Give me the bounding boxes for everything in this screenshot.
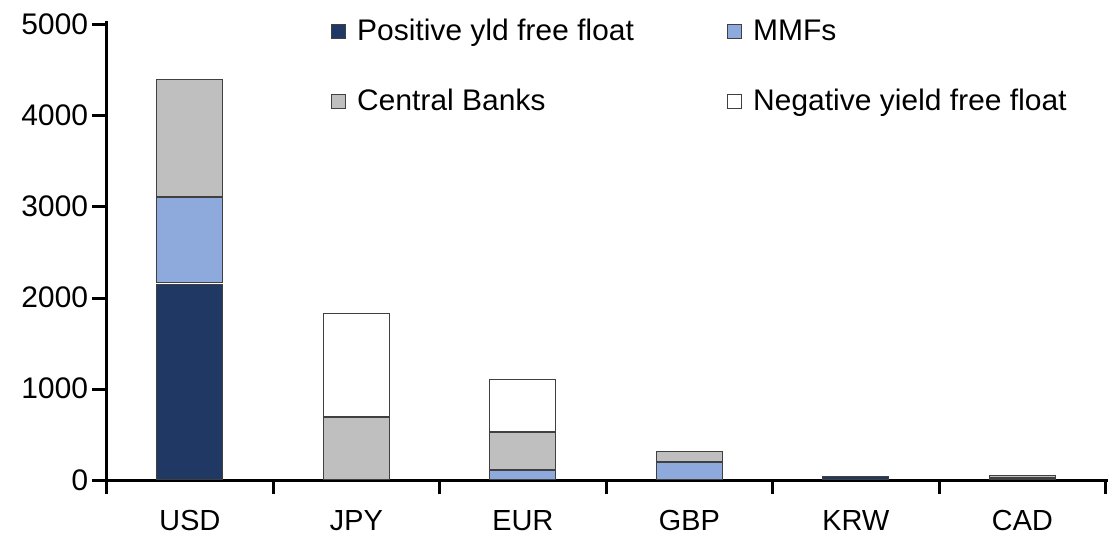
x-axis-label: GBP	[658, 505, 720, 537]
bar-segment	[156, 283, 224, 481]
bar-segment	[489, 470, 557, 481]
legend-label: Negative yield free float	[753, 84, 1067, 117]
y-axis-label: 2000	[21, 281, 88, 315]
x-axis-tick	[771, 479, 774, 494]
y-axis-tick	[92, 296, 105, 300]
bar-segment	[489, 379, 557, 433]
y-axis-label: 4000	[21, 98, 88, 132]
y-axis-tick	[92, 114, 105, 118]
legend-label: MMFs	[753, 14, 837, 47]
bar-segment	[988, 475, 1056, 479]
legend-swatch-positive-yld-free-float	[331, 23, 346, 39]
x-axis-tick	[937, 479, 941, 494]
legend-swatch-mmfs	[727, 23, 742, 39]
legend-item-negative-yield-free-float: Negative yield free float	[727, 83, 1067, 119]
legend-swatch-negative-yield-free-float	[727, 93, 742, 109]
x-axis-tick	[438, 479, 441, 494]
bar-segment	[489, 432, 557, 471]
y-axis-tick	[92, 479, 105, 482]
bar-segment	[322, 312, 390, 417]
y-axis-tick	[92, 387, 105, 391]
y-axis-label: 1000	[21, 372, 88, 406]
bar-segment	[655, 450, 723, 463]
y-axis-line	[104, 21, 108, 483]
x-axis-label: USD	[159, 505, 221, 537]
bar-segment	[156, 196, 224, 284]
x-axis-label: CAD	[991, 505, 1053, 537]
bar-segment	[822, 476, 890, 481]
bar-segment	[988, 478, 1056, 481]
x-axis-tick	[105, 479, 108, 494]
bar-segment	[322, 416, 390, 481]
y-axis-label: 3000	[21, 189, 88, 223]
x-axis-label: JPY	[329, 505, 383, 537]
legend-item-positive-yld-free-float: Positive yld free float	[331, 13, 634, 49]
legend-swatch-central-banks	[331, 93, 346, 109]
legend-label: Positive yld free float	[357, 14, 634, 47]
y-axis-tick	[92, 23, 105, 26]
bar-segment	[156, 79, 224, 197]
x-axis-tick	[271, 479, 275, 494]
legend-item-central-banks: Central Banks	[331, 83, 545, 119]
legend-item-mmfs: MMFs	[727, 13, 836, 49]
x-axis-label: KRW	[822, 505, 890, 537]
y-axis-label: 0	[71, 463, 88, 497]
bar-segment	[655, 462, 723, 481]
x-axis-tick	[604, 479, 608, 494]
legend-label: Central Banks	[357, 84, 546, 117]
y-axis-tick	[92, 205, 105, 209]
x-axis-label: EUR	[492, 505, 554, 537]
y-axis-label: 5000	[21, 7, 88, 41]
x-axis-tick	[1104, 479, 1107, 494]
